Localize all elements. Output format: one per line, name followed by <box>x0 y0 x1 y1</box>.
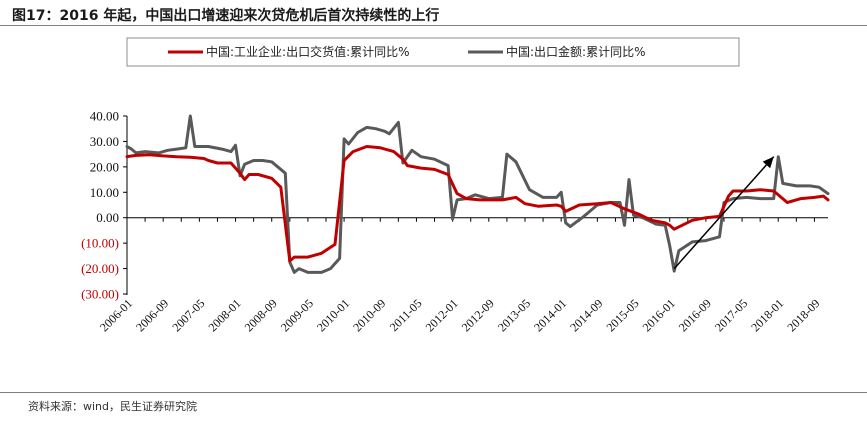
legend-label-export-value: 中国:出口金额:累计同比% <box>506 44 646 59</box>
x-tick-label: 2018-01 <box>748 296 786 334</box>
series-line-export-value <box>125 114 830 274</box>
plot-area <box>125 114 830 274</box>
x-tick-label: 2010-09 <box>350 296 388 334</box>
y-tick-label: (30.00) <box>81 287 119 302</box>
x-tick-label: 2009-05 <box>278 296 316 334</box>
figure-title: 图17：2016 年起，中国出口增速迎来次贷危机后首次持续性的上行 <box>12 8 440 24</box>
x-tick-label: 2014-09 <box>567 296 605 334</box>
x-tick-label: 2008-01 <box>205 296 243 334</box>
x-tick-label: 2013-05 <box>495 296 533 334</box>
x-tick-label: 2014-01 <box>531 296 569 334</box>
x-tick-label: 2007-05 <box>169 296 207 334</box>
x-tick-label: 2016-01 <box>640 296 678 334</box>
x-tick-label: 2008-09 <box>242 296 280 334</box>
x-tick-label: 2006-09 <box>133 296 171 334</box>
y-tick-label: 30.00 <box>90 134 119 149</box>
series-line-industrial-export <box>125 145 830 263</box>
x-tick-label: 2018-09 <box>784 296 822 334</box>
x-tick-label: 2012-09 <box>459 296 497 334</box>
x-tick-label: 2011-05 <box>387 296 425 334</box>
x-tick-label: 2012-01 <box>423 296 461 334</box>
y-tick-label: (20.00) <box>81 261 119 276</box>
legend-label-industrial-export: 中国:工业企业:出口交货值:累计同比% <box>206 44 410 59</box>
source-divider <box>0 392 867 393</box>
x-tick-label: 2017-05 <box>712 296 750 334</box>
title-divider <box>0 25 867 26</box>
legend-box <box>126 37 740 67</box>
annotation-layer <box>673 156 775 270</box>
y-tick-label: (10.00) <box>81 236 119 251</box>
y-tick-label: 0.00 <box>96 210 119 225</box>
y-tick-label: 40.00 <box>90 109 119 124</box>
x-tick-label: 2006-01 <box>97 296 135 334</box>
source-note: 资料来源：wind，民生证券研究院 <box>28 400 198 413</box>
x-tick-label: 2016-09 <box>676 296 714 334</box>
y-tick-label: 10.00 <box>90 185 119 200</box>
trend-arrow-head <box>762 156 774 169</box>
x-tick-label: 2010-01 <box>314 296 352 334</box>
legend: 中国:工业企业:出口交货值:累计同比% 中国:出口金额:累计同比% <box>126 37 740 67</box>
trend-arrow-line <box>673 156 775 270</box>
x-tick-label: 2015-05 <box>603 296 641 334</box>
y-tick-label: 20.00 <box>90 159 119 174</box>
